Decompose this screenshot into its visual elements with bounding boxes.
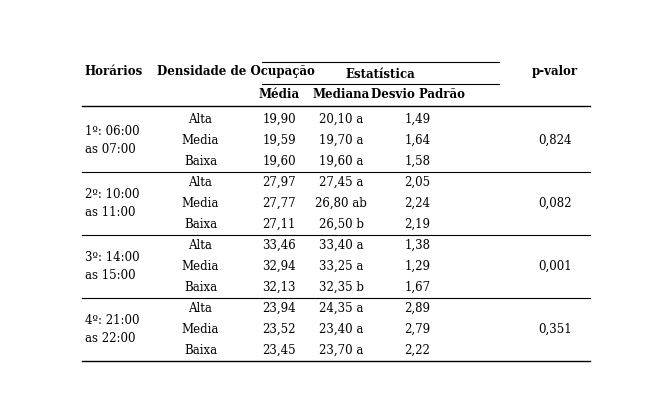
Text: 1,38: 1,38: [405, 239, 430, 252]
Text: 1º: 06:00
as 07:00: 1º: 06:00 as 07:00: [85, 125, 139, 156]
Text: 1,49: 1,49: [405, 113, 430, 126]
Text: Baixa: Baixa: [184, 344, 217, 357]
Text: Desvio Padrão: Desvio Padrão: [371, 88, 464, 101]
Text: 2,79: 2,79: [405, 323, 430, 336]
Text: Média: Média: [258, 88, 300, 101]
Text: 19,70 a: 19,70 a: [319, 134, 363, 147]
Text: 4º: 21:00
as 22:00: 4º: 21:00 as 22:00: [85, 314, 139, 345]
Text: 2,89: 2,89: [405, 302, 430, 315]
Text: 2º: 10:00
as 11:00: 2º: 10:00 as 11:00: [85, 188, 139, 219]
Text: Alta: Alta: [188, 302, 213, 315]
Text: 1,67: 1,67: [405, 281, 430, 294]
Text: Baixa: Baixa: [184, 281, 217, 294]
Text: Horários: Horários: [85, 65, 143, 78]
Text: 23,52: 23,52: [262, 323, 296, 336]
Text: 23,40 a: 23,40 a: [319, 323, 363, 336]
Text: 1,64: 1,64: [405, 134, 430, 147]
Text: 20,10 a: 20,10 a: [319, 113, 363, 126]
Text: Alta: Alta: [188, 239, 213, 252]
Text: 26,50 b: 26,50 b: [319, 218, 364, 231]
Text: Media: Media: [182, 323, 219, 336]
Text: 2,22: 2,22: [405, 344, 430, 357]
Text: Baixa: Baixa: [184, 155, 217, 168]
Text: 19,60: 19,60: [262, 155, 296, 168]
Text: p-valor: p-valor: [532, 65, 578, 78]
Text: Alta: Alta: [188, 113, 213, 126]
Text: 19,60 a: 19,60 a: [319, 155, 363, 168]
Text: Alta: Alta: [188, 176, 213, 189]
Text: Mediana: Mediana: [313, 88, 370, 101]
Text: 2,19: 2,19: [405, 218, 430, 231]
Text: Media: Media: [182, 197, 219, 210]
Text: 33,25 a: 33,25 a: [319, 260, 363, 273]
Text: 2,24: 2,24: [405, 197, 430, 210]
Text: 33,46: 33,46: [262, 239, 296, 252]
Text: 1,29: 1,29: [405, 260, 430, 273]
Text: 2,05: 2,05: [405, 176, 430, 189]
Text: 23,45: 23,45: [262, 344, 296, 357]
Text: 23,70 a: 23,70 a: [319, 344, 363, 357]
Text: Media: Media: [182, 134, 219, 147]
Text: 27,45 a: 27,45 a: [319, 176, 363, 189]
Text: 1,58: 1,58: [405, 155, 430, 168]
Text: Estatística: Estatística: [346, 68, 415, 81]
Text: 27,11: 27,11: [262, 218, 296, 231]
Text: 19,59: 19,59: [262, 134, 296, 147]
Text: 19,90: 19,90: [262, 113, 296, 126]
Text: 3º: 14:00
as 15:00: 3º: 14:00 as 15:00: [85, 251, 139, 282]
Text: 27,97: 27,97: [262, 176, 296, 189]
Text: Densidade de Ocupação: Densidade de Ocupação: [157, 65, 315, 78]
Text: 24,35 a: 24,35 a: [319, 302, 363, 315]
Text: 27,77: 27,77: [262, 197, 296, 210]
Text: Baixa: Baixa: [184, 218, 217, 231]
Text: 26,80 ab: 26,80 ab: [316, 197, 367, 210]
Text: 0,824: 0,824: [538, 134, 571, 147]
Text: 0,082: 0,082: [538, 197, 571, 210]
Text: 33,40 a: 33,40 a: [319, 239, 363, 252]
Text: Media: Media: [182, 260, 219, 273]
Text: 23,94: 23,94: [262, 302, 296, 315]
Text: 32,35 b: 32,35 b: [319, 281, 364, 294]
Text: 32,94: 32,94: [262, 260, 296, 273]
Text: 0,351: 0,351: [538, 323, 571, 336]
Text: 0,001: 0,001: [538, 260, 571, 273]
Text: 32,13: 32,13: [262, 281, 296, 294]
